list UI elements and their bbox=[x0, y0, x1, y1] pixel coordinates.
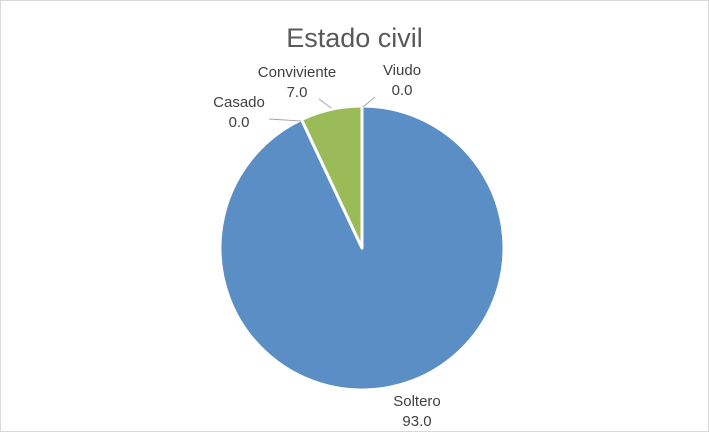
chart-title: Estado civil bbox=[286, 23, 423, 53]
slice-label-viudo: Viudo bbox=[383, 62, 421, 79]
slice-value-casado: 0.0 bbox=[229, 114, 250, 131]
leader-line-casado bbox=[268, 118, 302, 122]
slice-value-conviviente: 7.0 bbox=[287, 84, 308, 101]
slice-value-viudo: 0.0 bbox=[392, 82, 413, 99]
slice-label-soltero: Soltero bbox=[393, 393, 441, 410]
leader-line-conviviente bbox=[318, 98, 332, 109]
pie-slice-conviviente bbox=[300, 104, 364, 250]
leader-line-viudo bbox=[362, 96, 376, 108]
slice-label-conviviente: Conviviente bbox=[258, 64, 336, 81]
slice-label-casado: Casado bbox=[213, 94, 265, 111]
slice-value-soltero: 93.0 bbox=[402, 413, 431, 430]
